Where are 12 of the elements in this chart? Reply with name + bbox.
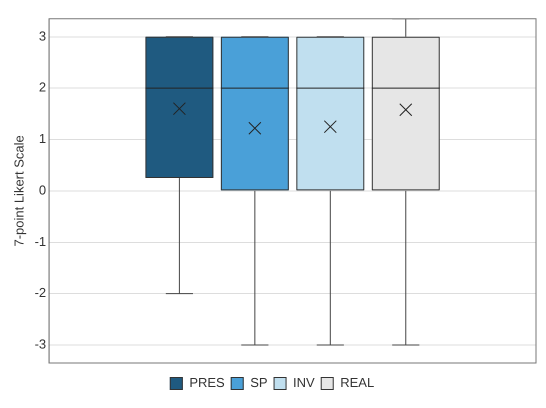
y-tick-label: 3 <box>38 28 46 44</box>
y-tick-label: 2 <box>38 80 46 95</box>
legend-label: INV <box>293 375 316 390</box>
legend-label: REAL <box>340 375 374 390</box>
y-tick-label: -3 <box>34 336 46 352</box>
y-tick-label: -2 <box>34 285 46 300</box>
y-tick-label: -1 <box>34 234 46 249</box>
y-tick-label: 1 <box>38 131 46 146</box>
y-tick-label: 0 <box>38 182 46 198</box>
legend-label: PRES <box>189 375 226 390</box>
y-axis-title: 7-point Likert Scale <box>11 135 26 247</box>
legend-label: SP <box>250 375 268 390</box>
